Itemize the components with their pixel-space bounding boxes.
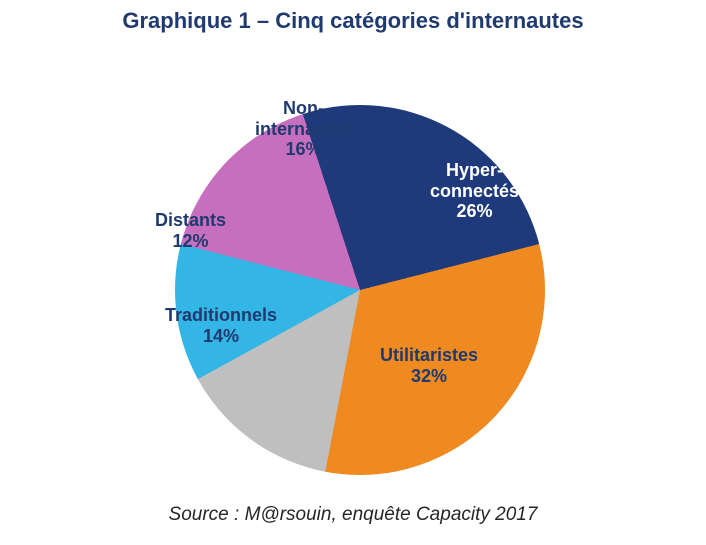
slice-label: Utilitaristes 32%: [380, 345, 478, 386]
chart-container: { "chart": { "type": "pie", "title": "Gr…: [0, 0, 706, 545]
slice-label: Hyper- connectés 26%: [430, 160, 519, 222]
chart-title: Graphique 1 – Cinq catégories d'internau…: [0, 8, 706, 34]
chart-source: Source : M@rsouin, enquête Capacity 2017: [0, 504, 706, 526]
slice-label: Traditionnels 14%: [165, 305, 277, 346]
slice-label: Non- internautes 16%: [255, 98, 352, 160]
slice-label: Distants 12%: [155, 210, 226, 251]
